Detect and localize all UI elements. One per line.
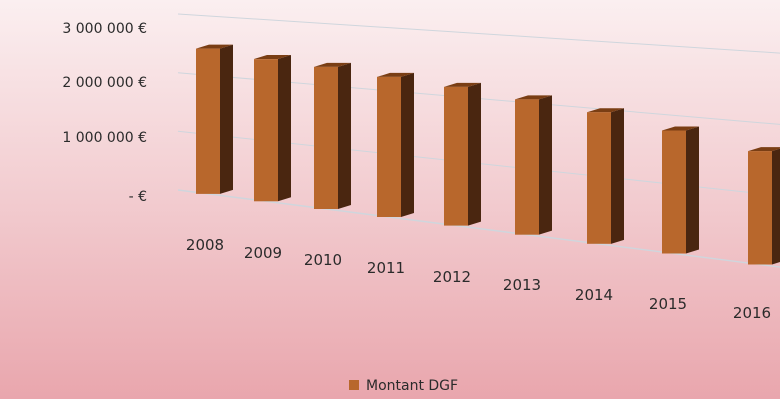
bar (196, 45, 233, 194)
bar (444, 83, 481, 226)
bar-side (772, 147, 780, 264)
bar-side (686, 127, 699, 254)
bars (196, 45, 780, 265)
bar (254, 55, 291, 201)
y-tick-label: 1 000 000 € (62, 130, 147, 146)
bar-side (278, 55, 291, 201)
x-tick-label: 2013 (503, 276, 541, 294)
bar-front (587, 112, 611, 244)
bar-front (748, 151, 772, 264)
y-tick-label: - € (129, 189, 147, 205)
bar-side (338, 63, 351, 209)
legend-label: Montant DGF (366, 378, 458, 394)
bar-side (401, 73, 414, 217)
bar-side (220, 45, 233, 194)
bar (587, 108, 624, 244)
bar-front (662, 131, 686, 254)
x-tick-label: 2008 (186, 236, 224, 254)
x-tick-label: 2011 (367, 259, 405, 277)
bar (515, 95, 552, 234)
x-tick-label: 2016 (733, 304, 771, 322)
legend: Montant DGF (349, 378, 458, 394)
y-tick-label: 2 000 000 € (62, 75, 147, 91)
bar-front (444, 87, 468, 226)
gridline (178, 14, 780, 53)
bar (662, 127, 699, 254)
bar (748, 147, 780, 264)
x-tick-label: 2015 (649, 295, 687, 313)
bar-front (314, 67, 338, 209)
bar-side (468, 83, 481, 226)
bar (377, 73, 414, 217)
bar-front (254, 59, 278, 201)
y-axis: - € 1 000 000 € 2 000 000 € 3 000 000 € (62, 21, 147, 205)
x-tick-label: 2014 (575, 286, 613, 304)
bar-front (515, 99, 539, 234)
bar (314, 63, 351, 209)
y-tick-label: 3 000 000 € (62, 21, 147, 37)
x-tick-label: 2012 (433, 268, 471, 286)
bar-side (539, 95, 552, 234)
bar-side (611, 108, 624, 244)
bar-front (377, 77, 401, 217)
x-tick-label: 2009 (244, 244, 282, 262)
x-tick-label: 2010 (304, 251, 342, 269)
legend-swatch (349, 380, 359, 390)
bar-front (196, 49, 220, 194)
